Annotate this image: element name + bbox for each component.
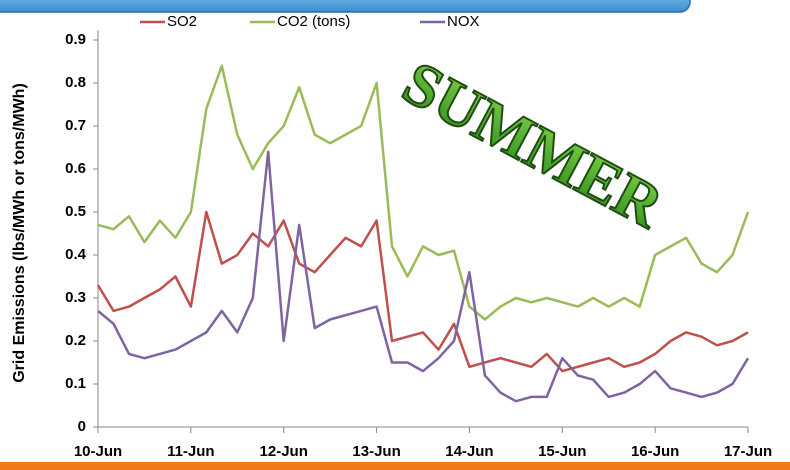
y-tick-label: 0.3 xyxy=(65,289,86,306)
x-tick-label: 10-Jun xyxy=(74,443,122,460)
y-tick-label: 0.6 xyxy=(65,160,86,177)
series-line xyxy=(97,150,750,403)
x-tick-label: 14-Jun xyxy=(445,443,493,460)
x-tick-label: 16-Jun xyxy=(631,443,679,460)
x-tick-label: 17-Jun xyxy=(724,443,772,460)
header-bar xyxy=(0,0,691,13)
series-line xyxy=(96,210,749,373)
legend-label: CO2 (tons) xyxy=(277,13,350,30)
x-tick-label: 11-Jun xyxy=(167,443,215,460)
x-tick-label: 12-Jun xyxy=(260,443,308,460)
x-tick-label: 15-Jun xyxy=(538,443,586,460)
y-tick-label: 0.7 xyxy=(65,117,86,134)
y-tick-label: 0.2 xyxy=(65,332,86,349)
y-tick-label: 0.8 xyxy=(65,74,86,91)
series-line xyxy=(97,64,750,321)
x-tick-label: 13-Jun xyxy=(352,443,400,460)
y-tick-label: 0 xyxy=(78,418,86,435)
y-axis-label: Grid Emissions (lbs/MWh or tons/MWh) xyxy=(11,83,28,383)
y-tick-label: 0.5 xyxy=(65,203,86,220)
y-tick-label: 0.1 xyxy=(65,375,86,392)
legend-label: NOX xyxy=(447,13,480,30)
y-tick-label: 0.4 xyxy=(65,246,87,263)
footer-bar xyxy=(0,462,790,470)
legend-label: SO2 xyxy=(167,13,197,30)
y-tick-label: 0.9 xyxy=(65,31,86,48)
annotation: SUMMER xyxy=(392,49,674,242)
